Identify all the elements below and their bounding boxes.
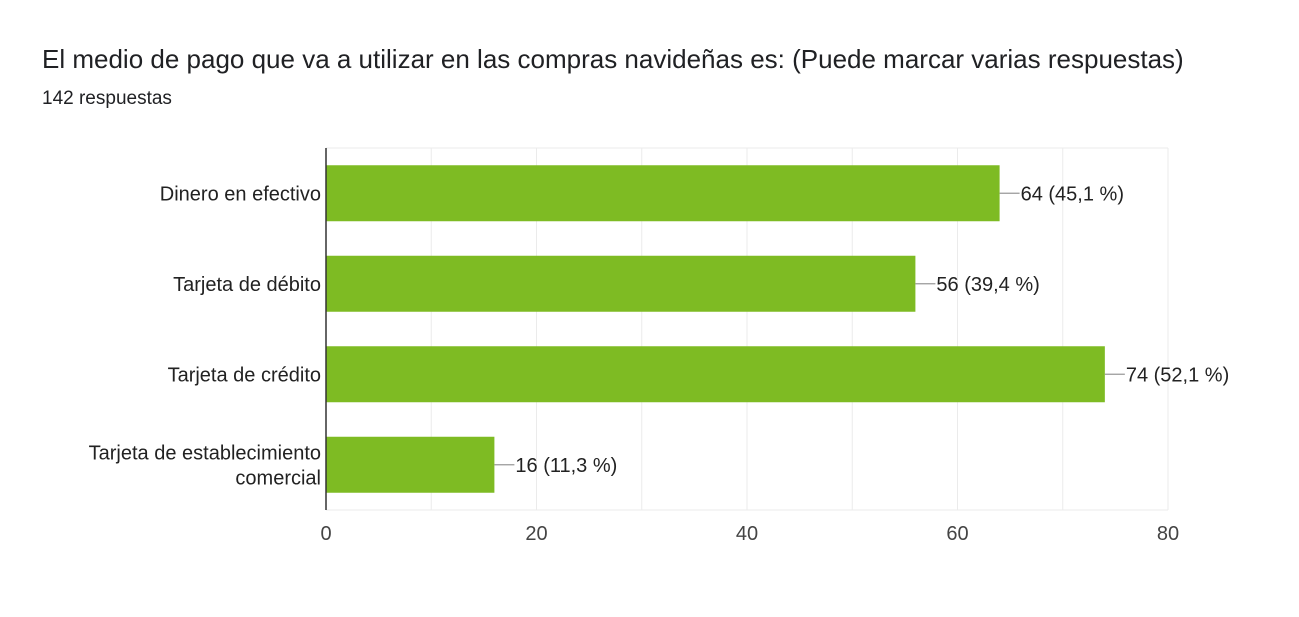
x-tick-label: 0: [320, 523, 331, 545]
category-label: Dinero en efectivo: [160, 183, 321, 205]
category-label: comercial: [235, 467, 321, 489]
x-tick-label: 20: [525, 523, 547, 545]
bar: [326, 165, 1000, 222]
data-label: 74 (52,1 %): [1126, 364, 1229, 386]
chart-title: El medio de pago que va a utilizar en la…: [42, 44, 1184, 74]
data-label: 16 (11,3 %): [515, 455, 617, 477]
category-label: Tarjeta de débito: [173, 274, 321, 296]
response-count: 142 respuestas: [42, 88, 172, 109]
category-label: Tarjeta de establecimiento: [89, 442, 321, 464]
data-label: 64 (45,1 %): [1021, 183, 1124, 205]
bar: [326, 255, 916, 312]
bar: [326, 346, 1105, 403]
x-tick-label: 80: [1157, 523, 1179, 545]
bar: [326, 436, 495, 493]
x-tick-label: 60: [946, 523, 968, 545]
data-label: 56 (39,4 %): [936, 274, 1039, 296]
x-tick-label: 40: [736, 523, 758, 545]
category-label: Tarjeta de crédito: [168, 364, 321, 386]
